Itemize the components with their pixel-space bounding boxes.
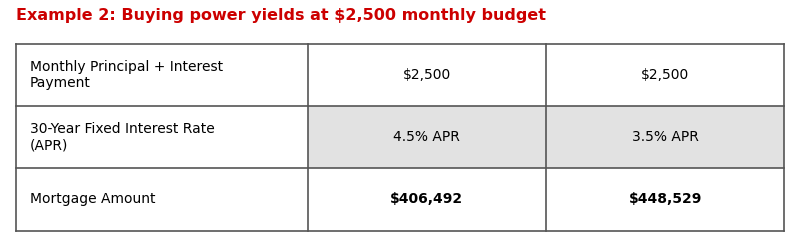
Text: $448,529: $448,529: [629, 192, 702, 206]
Text: $2,500: $2,500: [402, 68, 451, 82]
Bar: [546, 106, 784, 168]
Bar: [546, 44, 784, 106]
Bar: [308, 106, 546, 168]
Bar: [16, 106, 308, 168]
Text: $2,500: $2,500: [641, 68, 690, 82]
Text: Mortgage Amount: Mortgage Amount: [30, 192, 155, 206]
Bar: [308, 44, 546, 106]
Bar: [16, 168, 308, 231]
Bar: [16, 44, 308, 106]
Text: 3.5% APR: 3.5% APR: [632, 130, 698, 144]
Text: $406,492: $406,492: [390, 192, 463, 206]
Text: Monthly Principal + Interest
Payment: Monthly Principal + Interest Payment: [30, 60, 223, 90]
Text: Example 2: Buying power yields at $2,500 monthly budget: Example 2: Buying power yields at $2,500…: [16, 8, 546, 23]
Text: 4.5% APR: 4.5% APR: [394, 130, 460, 144]
Text: 30-Year Fixed Interest Rate
(APR): 30-Year Fixed Interest Rate (APR): [30, 122, 215, 152]
Bar: [308, 168, 546, 231]
Bar: [546, 168, 784, 231]
